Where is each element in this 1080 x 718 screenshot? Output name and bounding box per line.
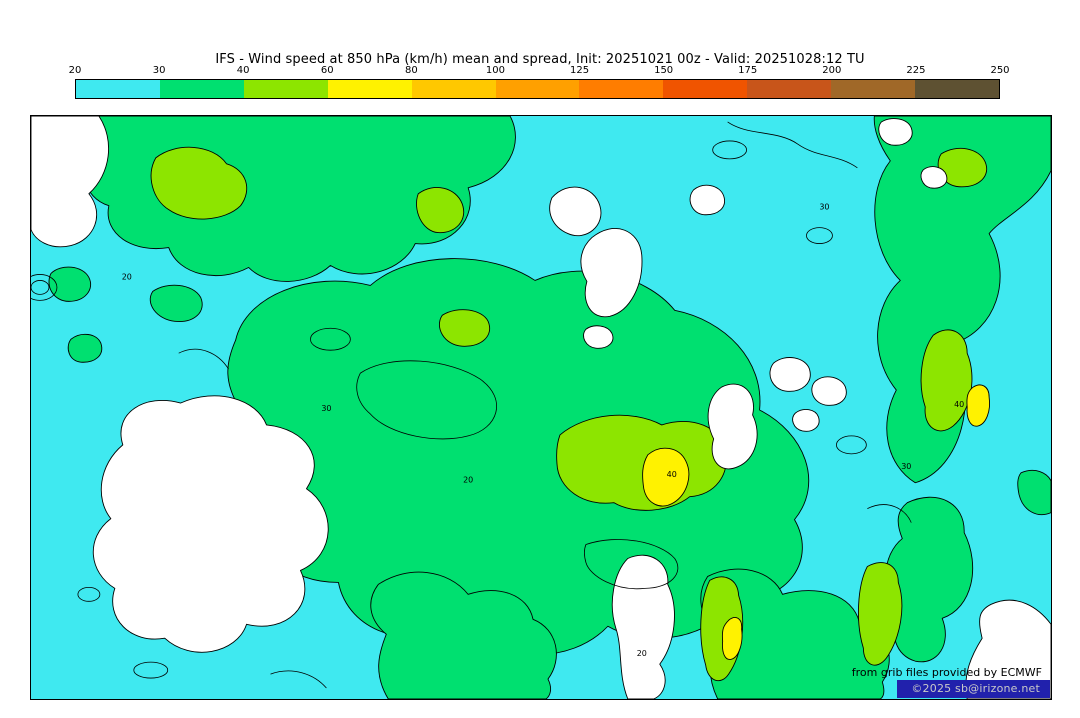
- contour-line: [31, 280, 50, 295]
- colorbar-tick-label: 100: [485, 65, 505, 76]
- contour-line: [178, 348, 229, 370]
- region: [611, 554, 675, 699]
- page-title: IFS - Wind speed at 850 hPa (km/h) mean …: [215, 52, 865, 67]
- contour-line: [77, 586, 101, 602]
- contour-line: [31, 274, 58, 301]
- colorbar-segment: [243, 80, 328, 98]
- region: [920, 166, 948, 189]
- colorbar-tick-label: 60: [320, 65, 334, 76]
- contour-labels: 30 20 40 30 30 20 40 20: [122, 203, 965, 658]
- colorbar-segment: [411, 80, 496, 98]
- region: [48, 266, 91, 302]
- contour-line: [270, 670, 327, 689]
- colorbar-tick-label: 30: [152, 65, 166, 76]
- colorbar-segment: [663, 80, 748, 98]
- colorbar: 20 30 40 60 80 100 125 150 175 200 225 250: [69, 65, 1010, 99]
- region: [792, 409, 820, 432]
- colorbar-tick-label: 125: [569, 65, 590, 76]
- region: [966, 384, 990, 427]
- region: [67, 333, 103, 363]
- colorbar-tick-label: 250: [990, 65, 1010, 76]
- colorbar-tick-label: 20: [68, 65, 82, 76]
- contour-line: [310, 327, 351, 351]
- contour-line: [712, 140, 747, 160]
- colorbar-segment: [159, 80, 244, 98]
- colorbar-tick-label: 175: [738, 65, 758, 76]
- region: [92, 395, 329, 653]
- data-attribution: from grib files provided by ECMWF: [851, 666, 1042, 679]
- colorbar-segment: [495, 80, 580, 98]
- colorbar-segment: [831, 80, 916, 98]
- colorbar-segment: [76, 80, 160, 98]
- wind-below-20-regions: [31, 116, 1051, 699]
- region: [370, 571, 557, 699]
- colorbar-segment: [579, 80, 664, 98]
- region: [920, 329, 973, 432]
- contour-lines: [31, 121, 912, 689]
- colorbar-segment: [747, 80, 832, 98]
- region: [689, 184, 725, 216]
- copyright-banner: ©2025 sb@irizone.net: [897, 680, 1050, 698]
- colorbar-ticks: 20 30 40 60 80 100 125 150 175 200 225 250: [69, 65, 1010, 78]
- contour-line: [356, 360, 497, 440]
- contour-line: [836, 435, 867, 455]
- region: [885, 496, 974, 663]
- region: [965, 599, 1051, 699]
- region: [878, 118, 913, 146]
- region: [873, 116, 1051, 484]
- contour-label: 20: [637, 649, 647, 658]
- region: [150, 146, 248, 220]
- colorbar-tick-label: 200: [822, 65, 842, 76]
- region: [438, 309, 490, 347]
- region: [1017, 469, 1051, 516]
- contour-label: 30: [901, 462, 911, 471]
- region: [583, 325, 614, 349]
- contour-label: 20: [122, 272, 132, 281]
- contour-label: 20: [463, 476, 473, 485]
- region: [549, 186, 602, 237]
- colorbar-tick-label: 40: [236, 65, 250, 76]
- region: [580, 228, 643, 318]
- region: [769, 357, 811, 392]
- contour-label: 40: [667, 470, 677, 479]
- region: [721, 617, 743, 660]
- contour-line: [806, 227, 833, 244]
- contour-line: [133, 661, 169, 679]
- region: [642, 447, 690, 507]
- colorbar-tick-label: 150: [654, 65, 674, 76]
- region: [31, 116, 110, 248]
- wind-60-80-regions: [642, 384, 990, 660]
- region: [149, 284, 203, 322]
- colorbar-segments: [75, 79, 1000, 99]
- colorbar-segment: [915, 80, 999, 98]
- contour-label: 30: [321, 404, 331, 413]
- contour-line: [727, 121, 858, 169]
- region: [416, 186, 465, 234]
- map-panel: 30 20 40 30 30 20 40 20 from grib files …: [30, 115, 1052, 700]
- contour-line: [867, 504, 912, 523]
- region: [858, 562, 903, 666]
- colorbar-tick-label: 225: [906, 65, 926, 76]
- region: [707, 383, 758, 470]
- contour-label: 40: [954, 400, 964, 409]
- contour-line: [584, 539, 679, 590]
- colorbar-tick-label: 80: [404, 65, 418, 76]
- colorbar-segment: [327, 80, 412, 98]
- contour-label: 30: [819, 203, 829, 212]
- region: [811, 376, 847, 406]
- map-svg: 30 20 40 30 30 20 40 20: [31, 116, 1051, 699]
